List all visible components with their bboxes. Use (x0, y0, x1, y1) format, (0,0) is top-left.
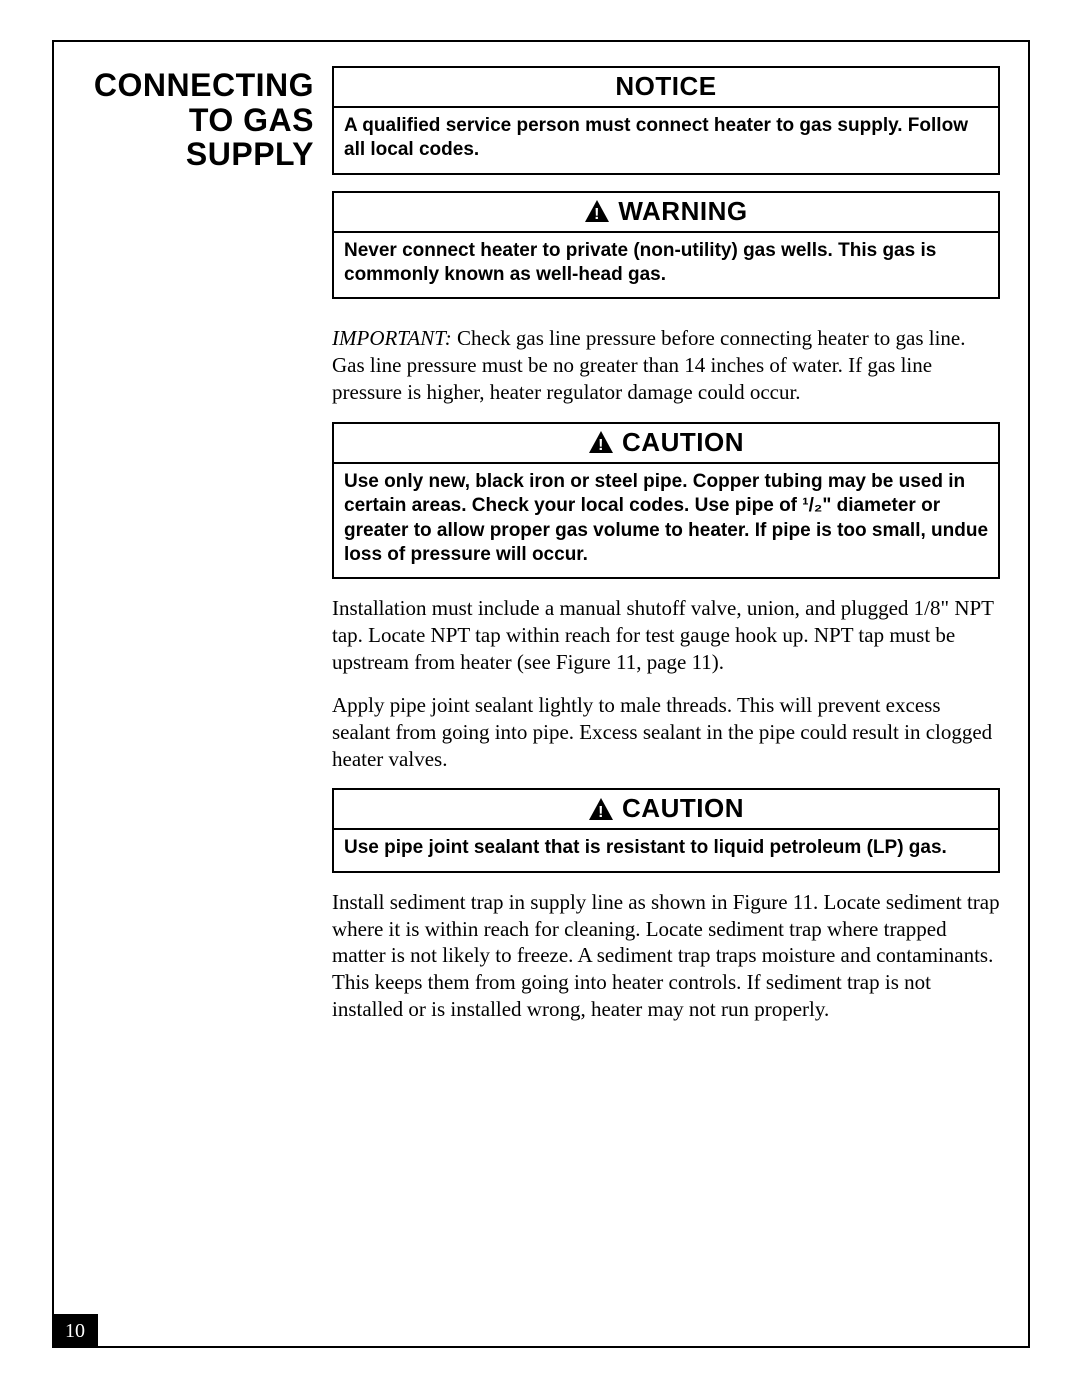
notice-title: NOTICE (615, 71, 716, 102)
caution-header-2: ! CAUTION (334, 790, 998, 830)
apply-sealant-paragraph: Apply pipe joint sealant lightly to male… (332, 692, 1000, 773)
main-column: IMPORTANT: Check gas line pressure befor… (332, 325, 1000, 1023)
page: CONNECTING TO GAS SUPPLY NOTICE A qualif… (0, 0, 1080, 1397)
notice-header: NOTICE (334, 68, 998, 108)
svg-text:!: ! (598, 804, 604, 821)
caution-body-1: Use only new, black iron or steel pipe. … (334, 464, 998, 577)
right-column: NOTICE A qualified service person must c… (332, 66, 1000, 315)
caution-body-2: Use pipe joint sealant that is resistant… (334, 830, 998, 870)
caution-icon: ! (588, 797, 614, 821)
warning-body: Never connect heater to private (non-uti… (334, 233, 998, 298)
svg-text:!: ! (594, 206, 600, 223)
notice-box: NOTICE A qualified service person must c… (332, 66, 1000, 175)
important-paragraph: IMPORTANT: Check gas line pressure befor… (332, 325, 1000, 406)
warning-icon: ! (584, 199, 610, 223)
caution-box-2: ! CAUTION Use pipe joint sealant that is… (332, 788, 1000, 872)
caution-title-2: CAUTION (622, 793, 744, 824)
caution-box-1: ! CAUTION Use only new, black iron or st… (332, 422, 1000, 579)
caution-header-1: ! CAUTION (334, 424, 998, 464)
svg-text:!: ! (598, 437, 604, 454)
page-number: 10 (52, 1314, 98, 1348)
important-label: IMPORTANT: (332, 326, 452, 350)
header-row: CONNECTING TO GAS SUPPLY NOTICE A qualif… (82, 66, 1000, 315)
notice-body: A qualified service person must connect … (334, 108, 998, 173)
sediment-trap-paragraph: Install sediment trap in supply line as … (332, 889, 1000, 1023)
page-content: CONNECTING TO GAS SUPPLY NOTICE A qualif… (52, 40, 1030, 1039)
caution-title-1: CAUTION (622, 427, 744, 458)
warning-box: ! WARNING Never connect heater to privat… (332, 191, 1000, 300)
caution-icon: ! (588, 430, 614, 454)
warning-header: ! WARNING (334, 193, 998, 233)
warning-title: WARNING (618, 196, 747, 227)
install-shutoff-paragraph: Installation must include a manual shuto… (332, 595, 1000, 676)
section-heading: CONNECTING TO GAS SUPPLY (82, 66, 314, 172)
